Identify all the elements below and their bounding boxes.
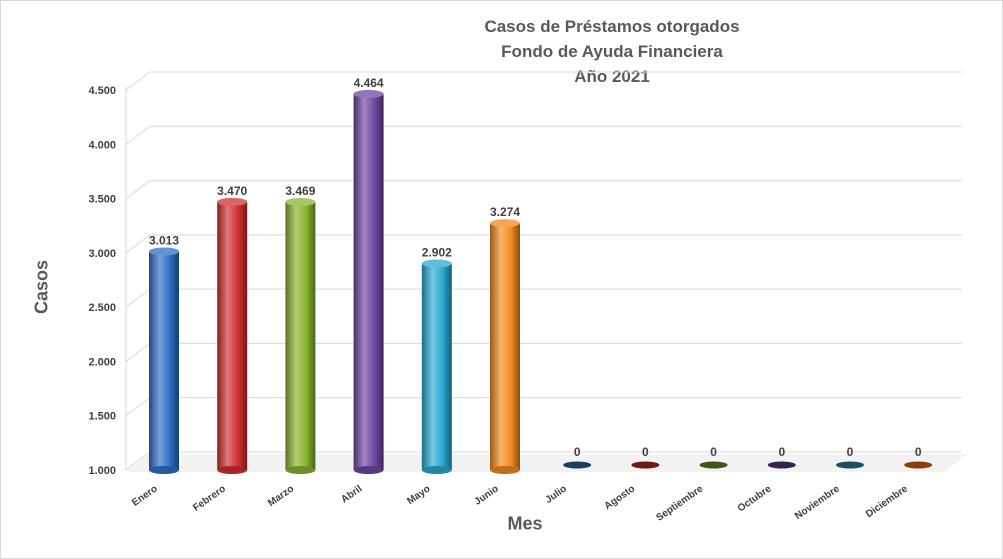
data-label: 0 [574, 445, 581, 459]
x-axis-title: Mes [507, 513, 543, 534]
x-tick-label: Octubre [736, 483, 774, 514]
gridline-connector [125, 180, 151, 199]
x-tick-label: Agosto [603, 483, 638, 512]
data-label: 0 [915, 445, 922, 459]
y-tick-label: 3.500 [88, 194, 116, 206]
data-label: 4.464 [354, 76, 384, 90]
gridline-connector [125, 125, 151, 145]
y-axis-ticks: 1.000 1.500 2.000 2.500 3.000 3.500 4.000 4.500 [88, 85, 116, 477]
bar-base [353, 466, 384, 474]
bar-octubre [767, 461, 796, 469]
bar-top [490, 219, 520, 228]
floor-plane [126, 454, 968, 472]
y-tick-label: 3.000 [88, 248, 116, 260]
y-tick-label: 4.500 [88, 85, 116, 97]
bar-top [149, 247, 179, 256]
x-tick-label: Diciembre [864, 483, 910, 520]
data-label: 0 [778, 445, 785, 459]
y-tick-label: 4.000 [88, 139, 116, 151]
x-tick-label: Julio [543, 483, 568, 505]
bar-top [421, 259, 452, 268]
x-tick-label: Enero [130, 483, 160, 508]
x-tick-label: Septiembre [654, 483, 705, 524]
data-labels: 3.013 3.470 3.469 4.464 2.902 3.274 0 0 0 0 0 0 [149, 76, 922, 459]
gridline-connector [125, 71, 151, 91]
y-tick-label: 2.000 [88, 356, 116, 368]
x-tick-label: Marzo [266, 483, 296, 509]
x-tick-label: Mayo [405, 483, 432, 507]
y-tick-label: 1.000 [88, 465, 116, 477]
data-label: 2.902 [422, 245, 452, 259]
data-label: 3.469 [285, 184, 315, 198]
gridline-connector [125, 288, 151, 308]
bar-noviembre [836, 461, 864, 469]
gridline-connector [125, 234, 151, 254]
data-label: 0 [847, 445, 854, 459]
chart-title-line-1: Casos de Préstamos otorgados [484, 17, 740, 36]
bar-base [217, 466, 248, 474]
bar-base [285, 466, 316, 474]
x-tick-label: Noviembre [793, 483, 842, 522]
x-tick-label: Junio [473, 483, 501, 507]
chart-floor [126, 454, 968, 472]
bars [149, 89, 933, 474]
y-tick-label: 2.500 [88, 302, 116, 314]
data-label: 0 [642, 445, 649, 459]
bar-marzo [285, 201, 316, 470]
data-label: 0 [710, 445, 717, 459]
data-label: 3.013 [149, 233, 179, 247]
x-tick-label: Abril [339, 483, 364, 505]
bar-top [353, 89, 384, 98]
gridline-connector [125, 343, 151, 362]
gridline-connector [125, 451, 151, 471]
bar-agosto [631, 461, 660, 469]
bar-base [421, 466, 452, 474]
bar-mayo [421, 263, 452, 470]
category-labels: Enero Febrero Marzo Abril Mayo Junio Julio Agos… [130, 483, 910, 524]
bar-junio [490, 223, 520, 470]
chart-title-line-2: Fondo de Ayuda Financiera [501, 42, 723, 61]
bar-top [285, 197, 316, 206]
bar-julio [563, 461, 592, 469]
bar-enero [149, 251, 179, 470]
bar-diciembre [904, 461, 933, 469]
y-tick-label: 1.500 [88, 411, 116, 423]
bar-septiembre [699, 461, 728, 469]
gridline-connector [125, 397, 151, 417]
data-label: 3.470 [217, 184, 247, 198]
grid-lines [125, 71, 962, 471]
data-label: 3.274 [490, 205, 520, 219]
bar-base [149, 466, 179, 474]
x-tick-label: Febrero [191, 483, 228, 513]
bar-base [490, 466, 520, 474]
bar-abril [353, 93, 384, 471]
bar-top [217, 197, 248, 206]
bar-febrero [217, 201, 248, 471]
